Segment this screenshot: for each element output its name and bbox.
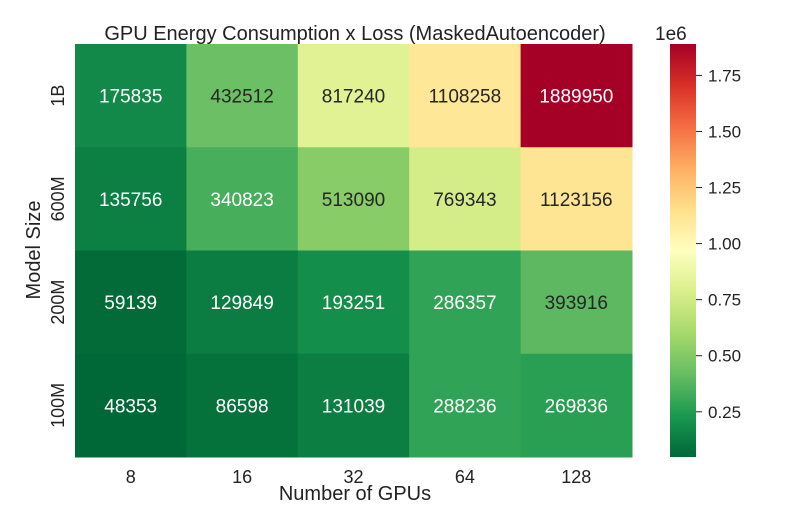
colorbar-tick-label: 1.00 (708, 235, 741, 254)
colorbar-tick-label: 0.25 (708, 403, 741, 422)
heatmap-cell (75, 147, 187, 251)
heatmap-cell (409, 353, 522, 458)
heatmap-cell (75, 44, 187, 148)
x-tick-label: 64 (455, 467, 475, 487)
colorbar-tick-label: 0.75 (708, 291, 741, 310)
y-tick-label: 600M (48, 176, 68, 221)
x-axis-label: Number of GPUs (279, 483, 431, 505)
cell-value-label: 286357 (433, 293, 496, 314)
heatmap-cell (409, 147, 522, 251)
colorbar-scale-label: 1e6 (655, 24, 687, 45)
heatmap-cell (75, 353, 187, 458)
cell-value-label: 1123156 (540, 190, 613, 211)
y-tick-label: 200M (48, 280, 68, 325)
cell-value-label: 48353 (104, 396, 157, 417)
colorbar-ticks: 0.25 0.50 0.75 1.00 1.25 1.50 1.75 (696, 66, 741, 422)
cell-value-label: 393916 (545, 293, 608, 314)
heatmap-cell (297, 353, 410, 458)
colorbar-tick-label: 1.75 (708, 66, 741, 85)
cell-value-label: 513090 (322, 190, 385, 211)
heatmap-cell (520, 44, 633, 148)
y-axis-ticks: 1B 600M 200M 100M (48, 85, 68, 428)
cell-value-label: 288236 (433, 396, 496, 417)
colorbar-tick-label: 1.50 (708, 122, 741, 141)
x-tick-label: 32 (343, 467, 363, 487)
cell-value-label: 129849 (210, 293, 273, 314)
heatmap-cell (409, 44, 522, 148)
cell-value-label: 135756 (99, 190, 162, 211)
cell-value-label: 59139 (104, 293, 157, 314)
y-tick-label: 100M (48, 383, 68, 428)
cell-value-label: 432512 (210, 87, 273, 108)
heatmap-cell (186, 353, 299, 458)
heatmap-cell-labels: 175835 432512 817240 1108258 1889950 135756 34… (99, 87, 613, 418)
x-tick-label: 16 (232, 467, 252, 487)
cell-value-label: 340823 (210, 190, 273, 211)
heatmap-cell (520, 147, 633, 251)
cell-value-label: 131039 (322, 396, 385, 417)
y-tick-label: 1B (48, 85, 68, 107)
cell-value-label: 1108258 (429, 87, 502, 108)
cell-value-label: 1889950 (539, 87, 613, 108)
heatmap-cell (186, 147, 299, 251)
heatmap-cell (186, 44, 299, 148)
cell-value-label: 269836 (545, 396, 608, 417)
chart-title: GPU Energy Consumption x Loss (MaskedAut… (104, 23, 605, 45)
cell-value-label: 175835 (99, 87, 162, 108)
colorbar-tick-label: 0.50 (708, 347, 741, 366)
heatmap-cell (520, 250, 633, 355)
heatmap-cells (75, 44, 633, 458)
heatmap-cell (409, 250, 522, 355)
heatmap-cell (520, 353, 633, 458)
cell-value-label: 193251 (322, 293, 385, 314)
cell-value-label: 817240 (322, 87, 385, 108)
y-axis-label: Model Size (23, 201, 45, 300)
colorbar (670, 44, 696, 457)
cell-value-label: 769343 (433, 190, 496, 211)
heatmap-cell (297, 147, 410, 251)
cell-value-label: 86598 (216, 396, 269, 417)
x-tick-label: 8 (126, 467, 136, 487)
heatmap-cell (297, 250, 410, 355)
heatmap-cell (186, 250, 299, 355)
heatmap-cell (75, 250, 187, 355)
x-axis-ticks: 8 16 32 64 128 (126, 467, 592, 487)
x-tick-label: 128 (561, 467, 591, 487)
heatmap-cell (297, 44, 410, 148)
colorbar-tick-label: 1.25 (708, 179, 741, 198)
